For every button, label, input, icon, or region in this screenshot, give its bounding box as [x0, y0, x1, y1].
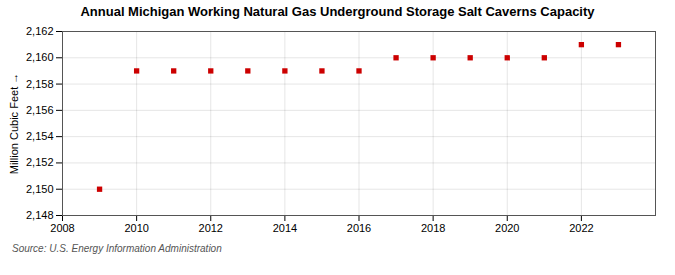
svg-text:2,150: 2,150	[26, 183, 54, 195]
svg-text:2018: 2018	[421, 222, 445, 234]
svg-text:2020: 2020	[495, 222, 519, 234]
svg-text:2022: 2022	[569, 222, 593, 234]
svg-text:2012: 2012	[199, 222, 223, 234]
svg-text:2,162: 2,162	[26, 25, 54, 37]
html-text:Annual Michigan Working Natura: Annual Michigan Working Natural Gas Unde…	[80, 4, 595, 19]
svg-text:Million Cubic Feet →: Million Cubic Feet →	[8, 73, 20, 174]
svg-text:2008: 2008	[50, 222, 74, 234]
svg-text:2,158: 2,158	[26, 78, 54, 90]
svg-text:2010: 2010	[124, 222, 148, 234]
svg-text:2,148: 2,148	[26, 209, 54, 221]
svg-text:2,160: 2,160	[26, 51, 54, 63]
svg-text:2,152: 2,152	[26, 156, 54, 168]
svg-text:2,156: 2,156	[26, 104, 54, 116]
html-text:Source: U.S. Energy Informatio: Source: U.S. Energy Information Administ…	[12, 243, 222, 254]
svg-text:2,154: 2,154	[26, 130, 54, 142]
svg-text:2014: 2014	[273, 222, 297, 234]
svg-text:2016: 2016	[347, 222, 371, 234]
